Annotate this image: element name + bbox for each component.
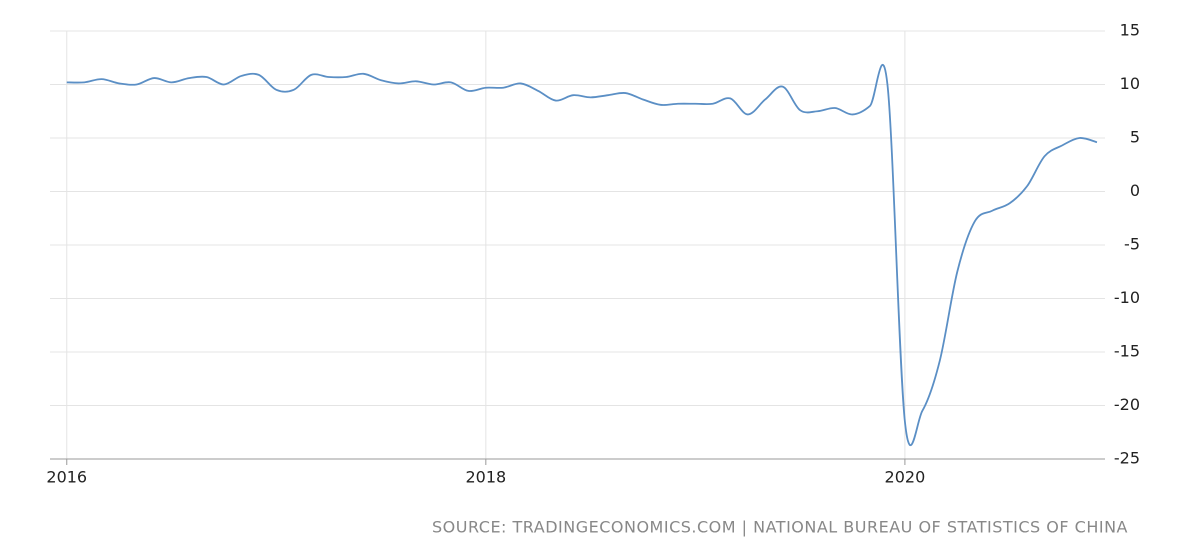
y-tick-label: 5: [1130, 128, 1140, 147]
y-tick-label: -15: [1114, 342, 1140, 361]
x-tick-label: 2020: [885, 468, 926, 487]
y-tick-label: -10: [1114, 288, 1140, 307]
data-line: [66, 64, 1098, 447]
y-tick-label: 0: [1130, 181, 1140, 200]
y-tick-label: 15: [1120, 21, 1140, 40]
y-tick-label: -25: [1114, 449, 1140, 468]
x-tick-label: 2018: [465, 468, 506, 487]
x-tick-label: 2016: [46, 468, 87, 487]
y-tick-label: -5: [1124, 235, 1140, 254]
source: SOURCE: TRADINGECONOMICS.COM | NATIONAL …: [432, 518, 1128, 537]
y-tick-label: 10: [1120, 74, 1140, 93]
y-tick-label: -20: [1114, 395, 1140, 414]
